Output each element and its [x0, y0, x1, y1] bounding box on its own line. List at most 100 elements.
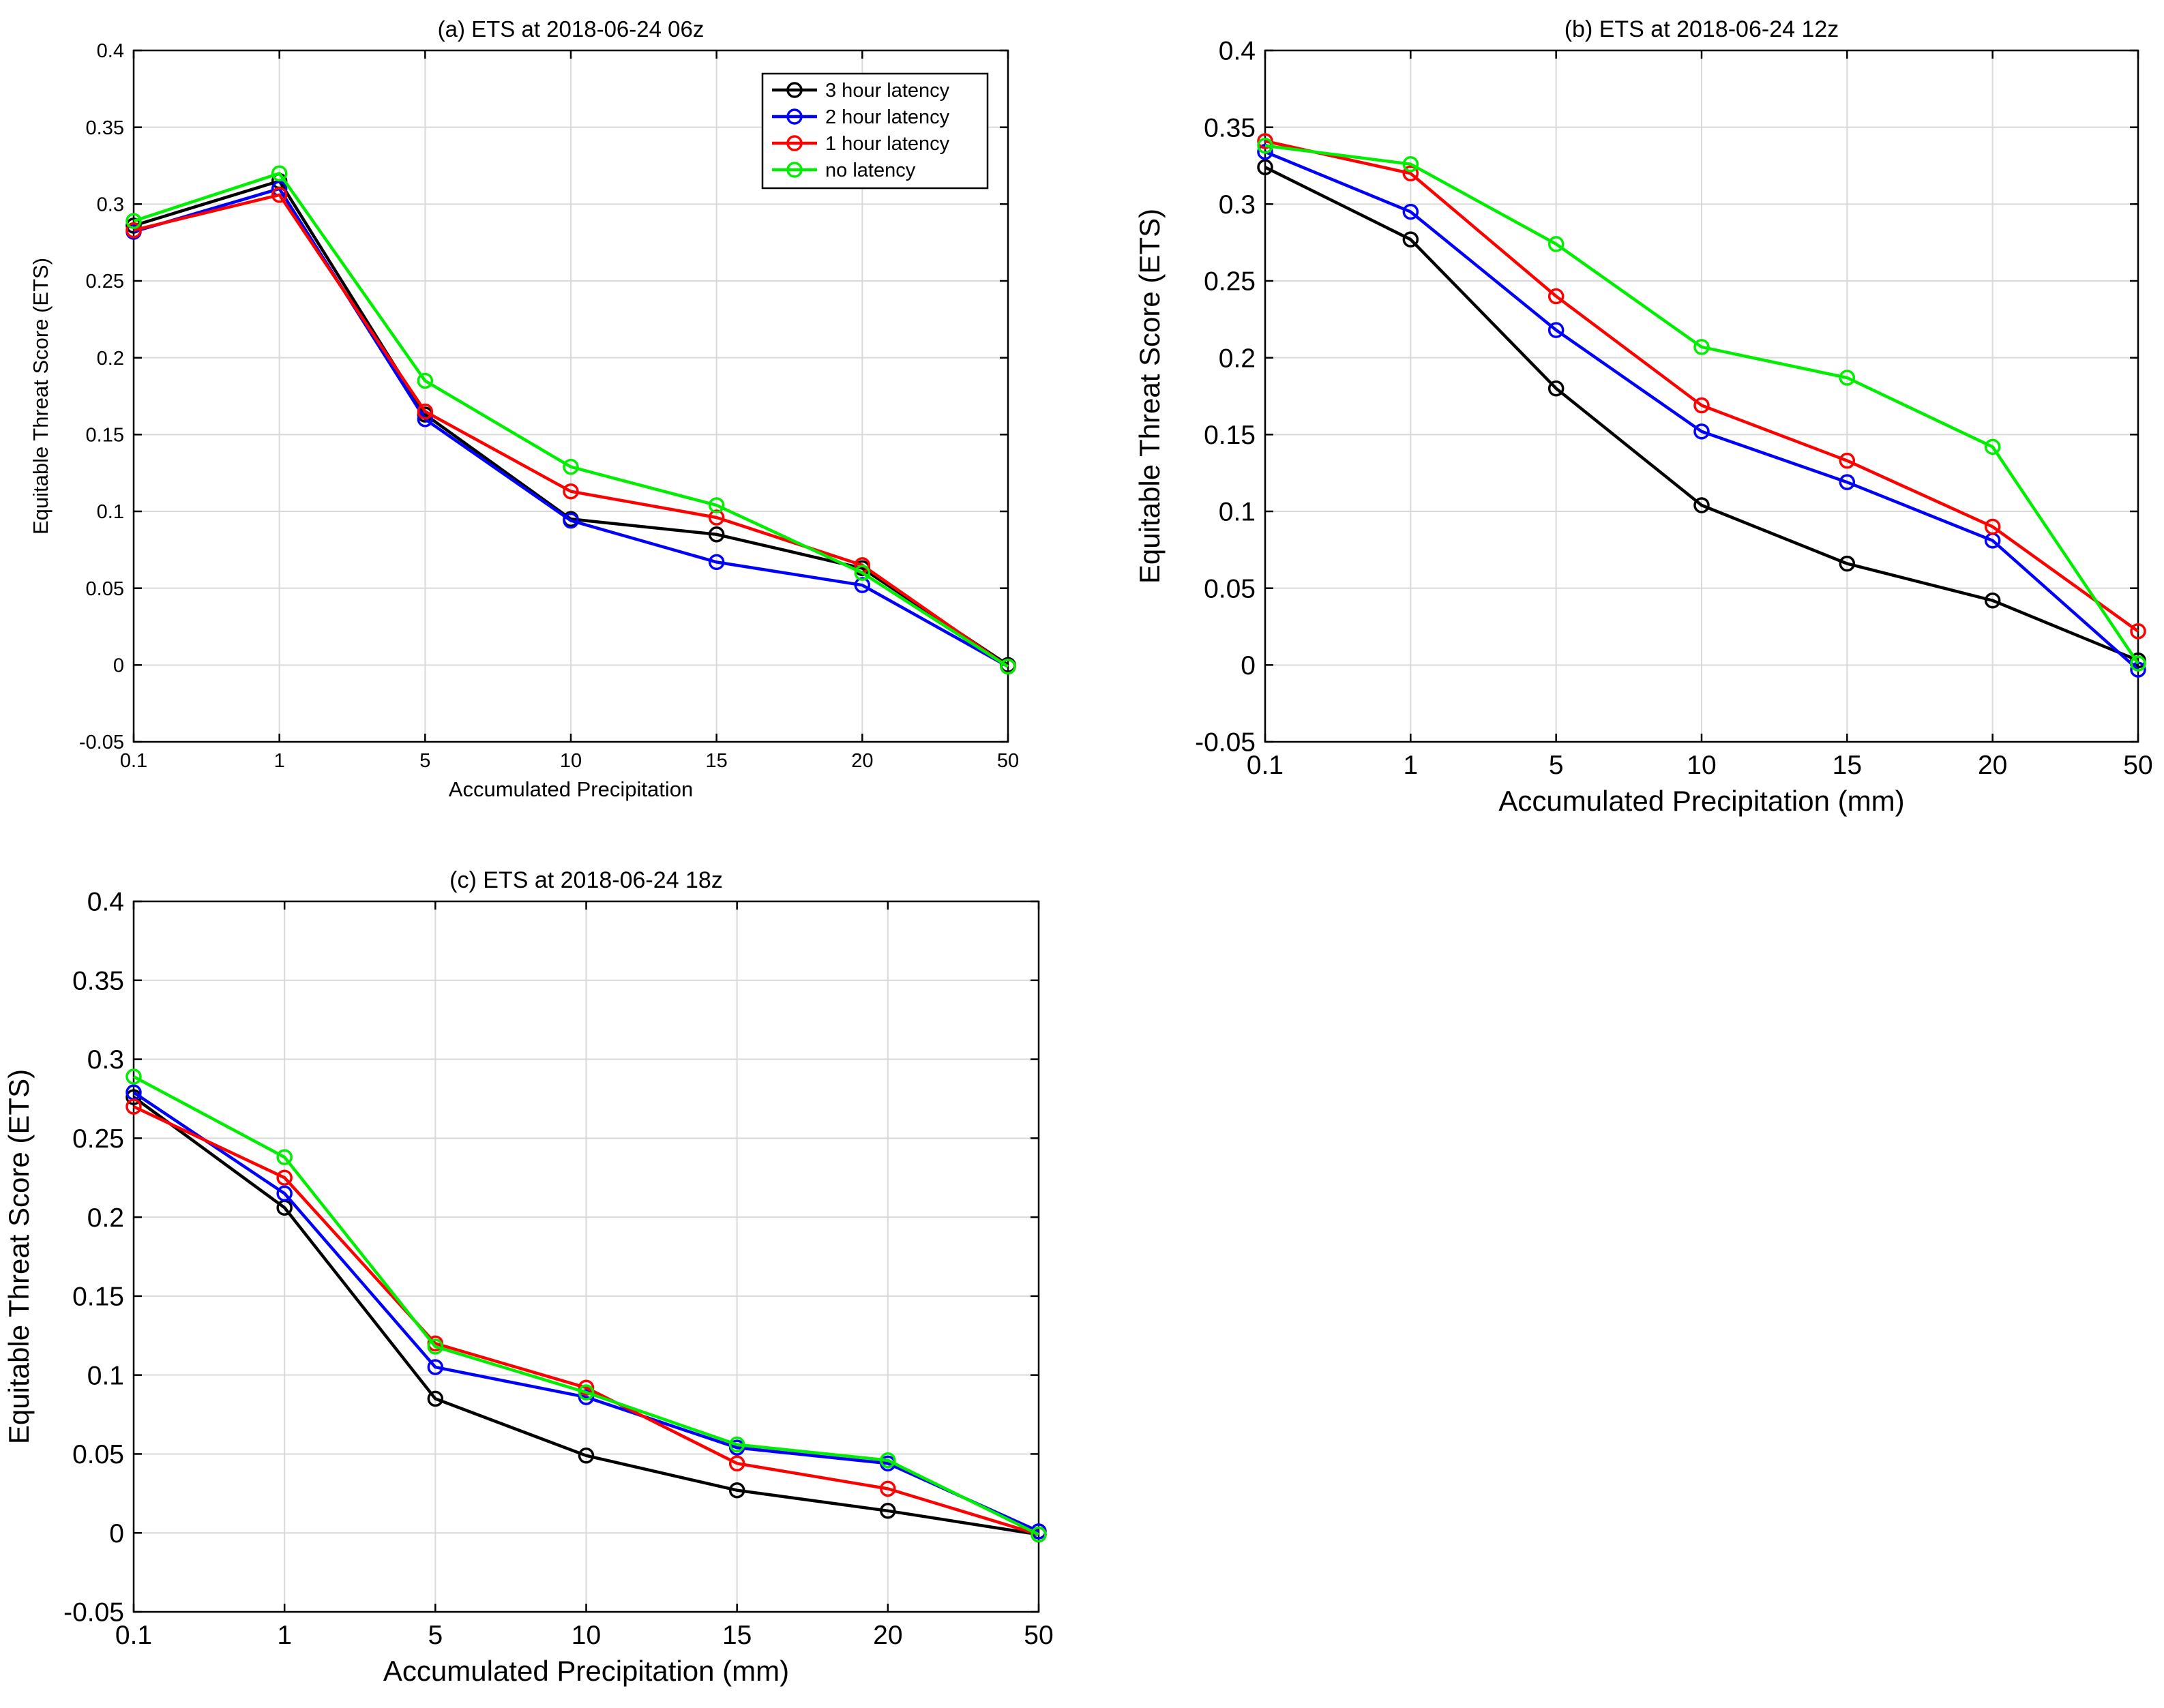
x-axis-label: Accumulated Precipitation (mm)	[383, 1655, 789, 1687]
y-tick-label: 0.25	[72, 1124, 124, 1154]
data-point	[1257, 159, 1273, 176]
panel-b: 0.1 1 5 10 15 20 50-0.0500.050.10.150.20.250.3…	[1133, 16, 2153, 817]
x-tick-label: 1	[1403, 751, 1418, 780]
data-point	[2130, 655, 2146, 672]
series-line-2-hour-latency	[1264, 150, 2139, 671]
y-tick-label: 0.1	[87, 1361, 124, 1390]
data-point	[125, 1098, 142, 1115]
series-line-1-hour-latency	[1264, 139, 2139, 633]
data-point	[276, 1169, 293, 1186]
x-tick-label: 50	[997, 750, 1019, 772]
data-point	[1547, 380, 1565, 397]
data-point	[427, 1359, 444, 1375]
y-tick-label: 0.25	[86, 271, 124, 293]
data-point	[1984, 438, 2001, 455]
data-point	[1547, 288, 1565, 305]
x-tick-label: 15	[706, 750, 728, 772]
data-point	[417, 403, 434, 420]
data-point	[1839, 370, 1856, 386]
data-point	[276, 1185, 293, 1202]
x-tick-label: 50	[2123, 751, 2152, 780]
data-point	[880, 1452, 896, 1469]
data-point	[125, 222, 142, 239]
data-point	[1257, 133, 1273, 149]
x-tick-label: 15	[722, 1621, 752, 1650]
data-point	[578, 1379, 595, 1396]
y-tick-label: 0.05	[86, 578, 124, 600]
y-tick-label: 0.3	[1219, 190, 1256, 220]
x-axis-label: Accumulated Precipitation (mm)	[1498, 785, 1904, 817]
data-point	[728, 1436, 745, 1453]
data-point	[563, 458, 579, 475]
y-tick-label: 0.05	[72, 1440, 124, 1469]
data-point	[578, 1448, 595, 1464]
y-tick-label: 0.3	[87, 1045, 124, 1075]
legend-swatch-marker	[786, 82, 803, 98]
data-point	[854, 577, 871, 593]
x-tick-label: 1	[274, 750, 285, 772]
series-line-3-hour-latency	[1264, 166, 2139, 662]
y-tick-label: 0.2	[87, 1203, 124, 1233]
y-tick-label: 0.35	[86, 117, 124, 139]
data-point	[708, 554, 725, 571]
x-tick-label: 0.1	[115, 1621, 152, 1650]
data-point	[417, 372, 434, 389]
data-point	[125, 218, 142, 234]
y-tick-label: 0.2	[97, 348, 124, 370]
panel-c: 0.1 1 5 10 15 20 50-0.0500.050.10.150.20.250.3…	[3, 867, 1054, 1687]
data-point	[1984, 518, 2001, 535]
y-tick-label: 0.05	[1204, 574, 1256, 603]
legend-swatch-marker	[786, 162, 803, 178]
data-point	[1000, 658, 1016, 675]
y-tick-label: 0.15	[1204, 421, 1256, 450]
series-line-no-latency	[132, 1075, 1039, 1536]
data-point	[1402, 155, 1419, 173]
legend-label: 2 hour latency	[825, 106, 950, 128]
y-tick-label: -0.05	[63, 1598, 124, 1628]
data-point	[1839, 452, 1856, 469]
y-tick-label: 0.15	[86, 424, 124, 446]
y-tick-label: 0.2	[1219, 344, 1256, 373]
data-point	[854, 565, 871, 581]
data-point	[578, 1389, 595, 1405]
data-point	[1547, 322, 1565, 338]
data-point	[1257, 143, 1273, 160]
x-tick-label: 5	[428, 1621, 443, 1650]
y-tick-label: 0.1	[97, 501, 124, 523]
y-tick-label: 0.4	[1219, 37, 1256, 66]
legend: 3 hour latency 2 hour latency 1 hour laten…	[761, 72, 989, 190]
data-point	[880, 1480, 896, 1497]
x-tick-label: 10	[572, 1621, 601, 1650]
y-tick-label: 0.4	[87, 888, 124, 917]
data-point	[1839, 555, 1856, 572]
legend-swatch-marker	[786, 135, 803, 151]
series-line-no-latency	[133, 172, 1009, 668]
x-tick-label: 20	[1978, 751, 2007, 780]
data-point	[1693, 397, 1710, 414]
data-point	[271, 187, 288, 203]
series-line-1-hour-latency	[133, 1105, 1039, 1536]
legend-swatch-marker	[786, 108, 803, 125]
data-point	[708, 497, 725, 513]
x-tick-label: 20	[873, 1621, 902, 1650]
data-point	[880, 1503, 896, 1519]
data-point	[1257, 137, 1273, 154]
y-tick-label: 0.3	[97, 194, 124, 215]
series-line-3-hour-latency	[132, 1096, 1039, 1536]
y-tick-label: 0.1	[1219, 498, 1256, 527]
data-point	[1402, 203, 1419, 220]
y-tick-label: -0.05	[1195, 728, 1256, 758]
y-axis-label: Equitable Threat Score (ETS)	[3, 1069, 35, 1444]
y-tick-label: 0	[1241, 651, 1256, 680]
chart-title: (b) ETS at 2018-06-24 12z	[1565, 16, 1839, 42]
data-point	[1402, 165, 1419, 182]
data-point	[578, 1384, 595, 1400]
x-tick-label: 50	[1024, 1621, 1053, 1650]
data-point	[1402, 231, 1419, 248]
data-point	[1693, 497, 1710, 513]
y-tick-label: -0.05	[79, 732, 124, 753]
x-axis-label: Accumulated Precipitation	[449, 777, 693, 801]
y-tick-label: 0.4	[97, 40, 124, 62]
x-tick-label: 5	[1549, 751, 1564, 780]
